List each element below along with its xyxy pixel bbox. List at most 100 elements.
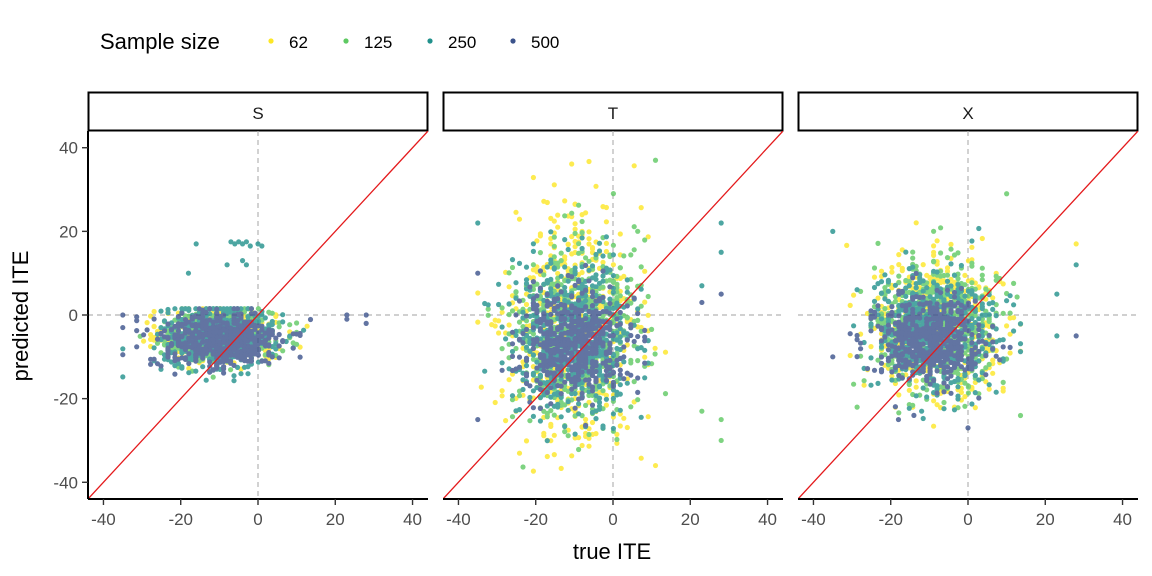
point-250 (482, 300, 488, 307)
point-62 (523, 438, 530, 444)
point-500 (586, 381, 592, 387)
point-250 (509, 348, 516, 355)
point-250 (506, 301, 512, 307)
y-tick-label: -40 (53, 473, 78, 492)
point-500 (631, 295, 637, 301)
point-500 (576, 364, 582, 370)
point-250 (635, 346, 641, 352)
legend-key-250 (427, 38, 433, 44)
point-500 (544, 302, 550, 308)
point-500 (558, 358, 564, 364)
point-500 (572, 367, 578, 373)
point-62 (617, 231, 623, 237)
point-500 (530, 296, 537, 302)
point-500 (555, 366, 561, 372)
point-62 (878, 268, 885, 274)
facet-strip-S (87, 91, 429, 132)
point-500 (196, 345, 202, 352)
facet-label-S: S (252, 104, 263, 123)
point-500 (203, 320, 209, 326)
point-500 (607, 333, 613, 339)
point-62 (972, 405, 978, 411)
point-500 (217, 329, 223, 335)
point-500 (158, 363, 164, 369)
point-500 (534, 318, 540, 324)
point-500 (120, 324, 126, 331)
point-500 (544, 389, 550, 396)
point-62 (969, 244, 975, 250)
point-125 (520, 324, 526, 330)
point-62 (642, 268, 648, 274)
point-500 (231, 312, 237, 318)
point-62 (899, 265, 905, 271)
point-250 (589, 263, 596, 269)
point-500 (579, 321, 585, 327)
point-500 (172, 323, 178, 329)
point-62 (896, 392, 902, 398)
point-250 (610, 336, 617, 342)
point-62 (499, 393, 505, 399)
point-125 (523, 318, 530, 324)
point-125 (509, 308, 516, 314)
point-62 (541, 430, 547, 436)
point-62 (586, 241, 592, 247)
point-62 (586, 229, 592, 235)
point-500 (228, 325, 234, 331)
point-500 (537, 362, 544, 368)
legend-key-125 (343, 38, 349, 44)
point-62 (572, 221, 578, 227)
point-500 (565, 374, 571, 380)
point-125 (610, 191, 617, 197)
point-500 (628, 332, 634, 339)
point-62 (1007, 331, 1013, 337)
point-500 (276, 343, 282, 349)
point-500 (589, 351, 596, 357)
point-62 (944, 265, 951, 271)
point-500 (607, 364, 613, 370)
point-500 (231, 347, 237, 353)
point-500 (569, 274, 575, 280)
point-500 (579, 395, 585, 401)
point-62 (555, 224, 561, 230)
point-500 (207, 359, 213, 365)
point-62 (662, 349, 669, 355)
point-62 (896, 252, 902, 258)
point-250 (562, 423, 568, 430)
point-62 (583, 416, 589, 423)
point-500 (617, 367, 623, 373)
point-62 (589, 419, 596, 426)
point-62 (569, 161, 575, 167)
point-250 (610, 289, 617, 295)
point-250 (158, 325, 164, 331)
point-500 (589, 388, 596, 394)
point-250 (614, 345, 620, 352)
point-250 (600, 423, 606, 429)
point-125 (544, 410, 550, 416)
point-62 (990, 357, 996, 363)
point-125 (628, 252, 634, 258)
point-62 (986, 386, 992, 392)
panel-T: T-40 -20 0 20 40 (442, 91, 784, 529)
point-250 (593, 272, 599, 278)
point-62 (576, 435, 582, 441)
point-125 (638, 303, 644, 309)
point-500 (534, 293, 540, 299)
point-62 (551, 432, 557, 438)
point-500 (276, 355, 282, 361)
point-500 (520, 340, 526, 346)
point-125 (962, 380, 968, 386)
point-250 (624, 380, 630, 386)
point-500 (699, 299, 705, 306)
point-500 (576, 318, 582, 324)
point-62 (558, 465, 564, 471)
point-500 (259, 339, 265, 345)
point-125 (530, 331, 537, 337)
point-62 (562, 254, 568, 260)
point-250 (243, 239, 250, 245)
point-125 (506, 312, 512, 318)
point-250 (621, 329, 627, 335)
point-500 (175, 313, 181, 320)
point-125 (548, 408, 554, 414)
point-500 (165, 350, 171, 357)
